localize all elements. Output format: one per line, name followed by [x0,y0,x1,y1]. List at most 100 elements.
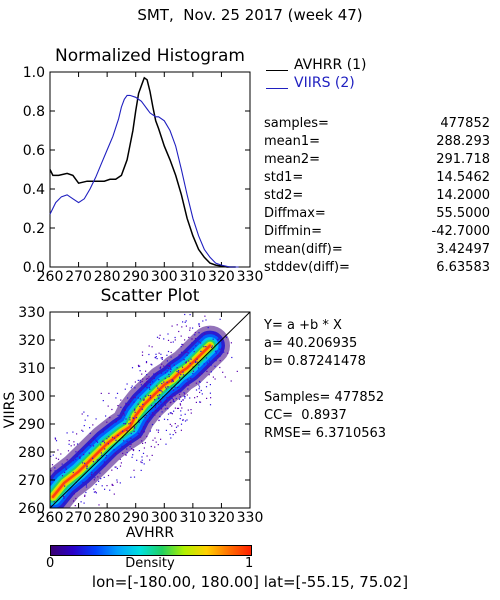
scatter-point [169,433,171,435]
scatter-point [165,388,167,390]
scatter-point [160,353,162,355]
scatter-point [63,502,65,504]
scatter-point [208,374,210,376]
scatter-point [107,405,109,407]
scatter-point [195,382,197,384]
scatter-point [154,403,156,405]
scatter-point [139,381,142,383]
scatter-point [133,417,135,419]
scatter-point [133,430,135,432]
scatter-point [95,483,97,486]
scatter-point [184,397,186,399]
scatter-point [144,385,146,387]
scatter-point [119,458,121,460]
scatter-point [103,461,105,463]
scatter-point [180,423,183,425]
scatter-point [57,458,60,460]
scatter-point [78,488,80,490]
scatter-point [172,400,174,402]
scatter-point [192,373,194,375]
scatter-point [185,362,187,364]
scatter-point [66,459,68,461]
scatter-point [79,456,81,458]
stat-label: mean2= [264,152,321,167]
scatter-point [180,374,182,376]
scatter-point [54,467,56,469]
scatter-point [100,478,102,480]
scatter-point [141,462,143,464]
scatter-point [43,495,44,496]
scatter-point [175,432,177,434]
scatter-point [103,476,105,478]
scatter-point [73,493,75,495]
scatter-point [164,372,167,374]
scatter-point [100,452,102,454]
scatter-point [182,374,185,376]
scatter-point [93,491,95,493]
scatter-point [102,431,104,433]
scatter-point [158,419,160,422]
scatter-point [183,395,185,397]
scatter-point [106,438,108,440]
scatter-point [178,330,180,333]
scatter-point [142,452,145,454]
scatter-point [133,427,135,429]
scatter-point [151,412,153,414]
scatter-point [83,454,85,456]
scatter-point [146,374,148,376]
scatter-point [166,397,168,399]
scatter-point [230,380,232,382]
scatter-point [209,384,211,386]
scatter-point [139,398,141,400]
scatter-point [92,461,94,463]
scatter-point [135,417,138,419]
scatter-point [50,470,52,472]
scatter-point [158,398,160,400]
scatter-point [137,432,139,434]
scatter-point [149,459,151,461]
scatter-point [149,381,151,383]
scatter-point [172,379,174,381]
scatter-point [139,391,141,394]
stat-value: 288.293 [436,134,490,149]
scatter-point [149,416,151,418]
scatter-point [106,421,108,423]
scatter-point [230,342,232,344]
scatter-point [67,450,70,452]
scatter-point [200,389,202,392]
scatter-point [123,412,125,414]
scatter-point [102,400,104,402]
scatter-point [85,486,88,488]
scatter-point [166,370,168,372]
scatter-point [225,336,227,339]
fit-line: b= 0.87241478 [264,354,366,369]
scatter-point [146,385,148,387]
scatter-point [190,409,192,411]
scatter-point [179,403,181,405]
scatter-point [188,384,190,386]
scatter-point [165,404,167,406]
scatter-point [115,439,117,441]
scatter-point [84,462,86,464]
scatter-point [124,388,126,390]
scatter-title: Scatter Plot [100,286,200,306]
scatter-point [161,391,163,393]
scatter-point [169,402,171,404]
scatter-point [200,342,202,344]
scatter-point [186,382,188,384]
scatter-point [161,411,163,413]
scatter-point [156,385,158,387]
scatter-point [65,468,67,471]
scatter-point [156,358,158,360]
scatter-point [167,413,170,415]
scatter-y-tick-label: 290 [18,417,45,433]
scatter-point [194,360,197,362]
scatter-point [90,441,92,443]
scatter-point [115,421,117,423]
scatter-point [159,367,161,369]
scatter-point [166,407,168,409]
scatter-point [157,431,159,433]
scatter-point [146,435,148,438]
scatter-point [182,419,184,421]
scatter-point [120,406,122,408]
